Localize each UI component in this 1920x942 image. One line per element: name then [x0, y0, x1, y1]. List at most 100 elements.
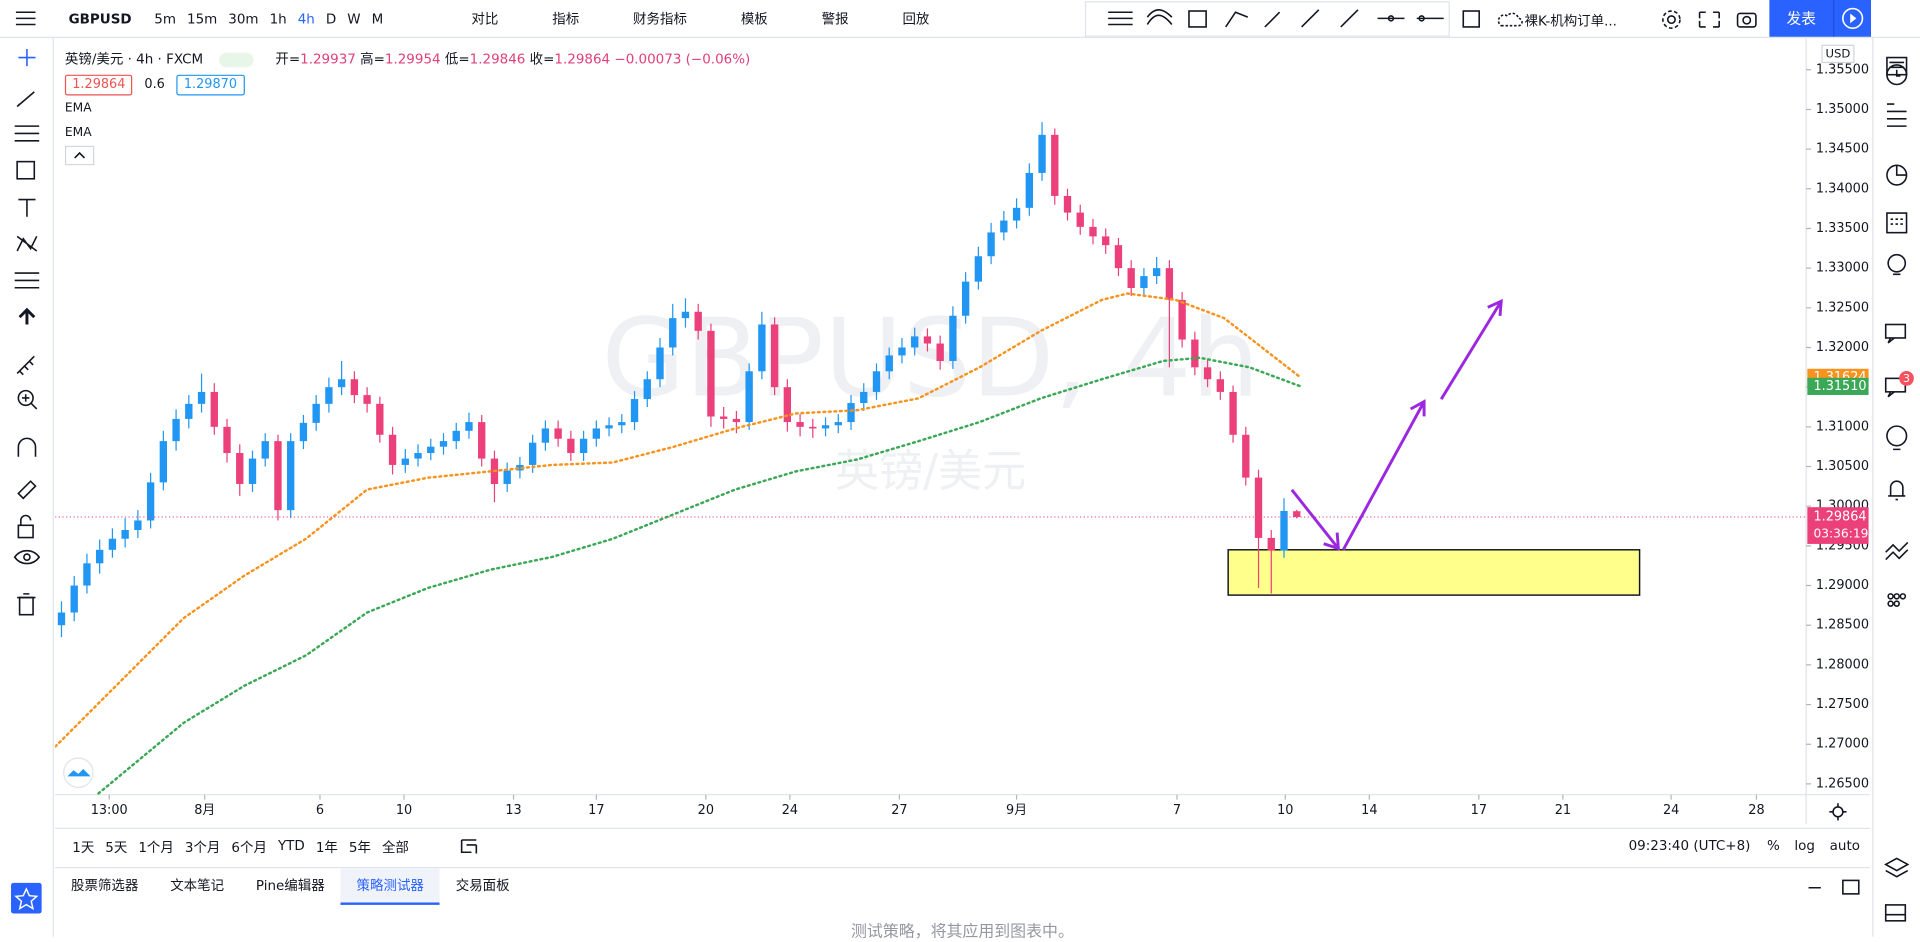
- interval-list: 5m 15m 30m 1h 4h D W M: [154, 10, 383, 26]
- candle-body: [1254, 477, 1263, 538]
- tool-icons[interactable]: [0, 38, 54, 937]
- x-tick-label: 7: [1173, 803, 1181, 818]
- panel-tab[interactable]: Pine编辑器: [255, 877, 325, 894]
- collapse-button[interactable]: [64, 145, 95, 166]
- interval[interactable]: 4h: [297, 10, 315, 27]
- range[interactable]: 6个月: [231, 840, 267, 856]
- bid[interactable]: 1.29864: [64, 74, 133, 96]
- indicator[interactable]: EMA: [64, 126, 92, 140]
- candle-body: [96, 549, 104, 564]
- ohlc-label: 收=: [529, 51, 555, 68]
- candle-body: [618, 422, 626, 426]
- range[interactable]: 3个月: [184, 840, 221, 856]
- menu-icon[interactable]: [15, 10, 37, 27]
- candle-body: [758, 324, 766, 372]
- panel-tab[interactable]: 策略测试器: [340, 868, 440, 905]
- candle-body: [236, 453, 244, 484]
- candle-body: [1203, 367, 1212, 380]
- candle-body: [694, 311, 702, 331]
- symbol[interactable]: GBPUSD: [68, 10, 132, 27]
- candle-body: [911, 336, 919, 348]
- layout-name[interactable]: 裸K-机构订单...: [1524, 13, 1617, 30]
- zone-box[interactable]: [1227, 549, 1641, 596]
- candle-body: [1089, 226, 1097, 237]
- ohlc-label: 低=: [444, 51, 470, 68]
- candle-body: [745, 371, 753, 423]
- top-icons[interactable]: [1659, 9, 1757, 31]
- candle-body: [961, 281, 970, 316]
- clock: 09:23:40 (UTC+8): [1628, 837, 1751, 854]
- toolbar-action[interactable]: 对比: [471, 11, 499, 27]
- arrows[interactable]: [1290, 298, 1503, 551]
- panel-tab[interactable]: 交易面板: [455, 877, 510, 894]
- candle-body: [146, 482, 155, 521]
- candle-body: [363, 395, 371, 404]
- candle-body: [707, 330, 715, 417]
- y-tick-label: 1.30500: [1816, 459, 1869, 474]
- drawing-tools[interactable]: [1086, 2, 1448, 35]
- interval[interactable]: D: [325, 10, 337, 27]
- candle-body: [885, 355, 893, 372]
- candle-body: [1140, 276, 1148, 288]
- widget-icons[interactable]: 3: [1873, 38, 1920, 937]
- price-chart[interactable]: GBPUSD, 4h 英镑/美元 USD 1.265001.270001.275…: [55, 37, 1870, 825]
- candle-body: [1229, 391, 1237, 435]
- publish-button[interactable]: 发表: [1769, 0, 1834, 37]
- play-button[interactable]: [1833, 0, 1872, 37]
- toolbar-action[interactable]: 财务指标: [633, 11, 687, 27]
- ema-price-tag: [1807, 377, 1869, 395]
- goto-icon[interactable]: [459, 836, 479, 854]
- toolbar-action[interactable]: 警报: [821, 11, 849, 27]
- chart-title[interactable]: 英镑/美元 · 4h · FXCM: [64, 51, 204, 68]
- x-tick-label: 14: [1361, 803, 1377, 818]
- ohlc-value: 1.29846: [469, 51, 526, 68]
- x-tick-label: 24: [782, 803, 798, 818]
- y-tick-label: 1.34500: [1816, 142, 1869, 157]
- interval[interactable]: W: [347, 10, 361, 27]
- panel-controls[interactable]: [1806, 878, 1867, 898]
- scale-option[interactable]: auto: [1829, 837, 1861, 854]
- candle-body: [1267, 537, 1275, 551]
- interval[interactable]: 30m: [228, 10, 259, 27]
- x-tick-label: 9月: [1006, 803, 1027, 818]
- candle-body: [223, 426, 231, 454]
- settings-icon[interactable]: [1829, 803, 1847, 821]
- interval[interactable]: 1h: [269, 10, 287, 27]
- scale-option[interactable]: %: [1766, 837, 1780, 854]
- range[interactable]: 5天: [105, 840, 128, 856]
- candle-body: [478, 422, 486, 459]
- cloud-icon[interactable]: [1496, 10, 1523, 30]
- interval[interactable]: 5m: [154, 10, 176, 27]
- toolbar-action[interactable]: 指标: [552, 11, 580, 27]
- indicator[interactable]: EMA: [64, 101, 92, 116]
- candle-body: [452, 430, 460, 442]
- toolbar-action[interactable]: 模板: [740, 11, 768, 27]
- range[interactable]: 1年: [315, 840, 338, 856]
- range[interactable]: 1天: [72, 840, 95, 856]
- x-tick-label: 17: [1471, 803, 1487, 818]
- candle-body: [350, 379, 359, 396]
- range[interactable]: 1个月: [138, 840, 174, 856]
- arrow-up-2[interactable]: [1439, 298, 1503, 400]
- candle-body: [248, 458, 257, 484]
- arrow-up[interactable]: [1341, 399, 1426, 551]
- range[interactable]: 全部: [381, 840, 409, 856]
- panel-tab[interactable]: 文本笔记: [170, 877, 225, 894]
- range[interactable]: 5年: [348, 840, 371, 856]
- scale-option[interactable]: log: [1794, 837, 1815, 854]
- candle-body: [847, 403, 855, 423]
- interval[interactable]: 15m: [187, 10, 218, 27]
- candle-body: [70, 585, 78, 613]
- candle-body: [516, 464, 524, 471]
- ask[interactable]: 1.29870: [176, 74, 245, 96]
- panel-tab[interactable]: 股票筛选器: [71, 877, 139, 894]
- arrow-down[interactable]: [1290, 488, 1341, 551]
- candle-body: [1000, 220, 1008, 233]
- scale-options: % log auto: [1767, 838, 1860, 854]
- toolbar-action[interactable]: 回放: [902, 11, 930, 27]
- interval[interactable]: M: [371, 10, 384, 27]
- action-list: 对比 指标 财务指标 模板 警报 回放: [444, 9, 956, 29]
- range[interactable]: YTD: [277, 837, 305, 854]
- rect-icon[interactable]: [1462, 10, 1482, 30]
